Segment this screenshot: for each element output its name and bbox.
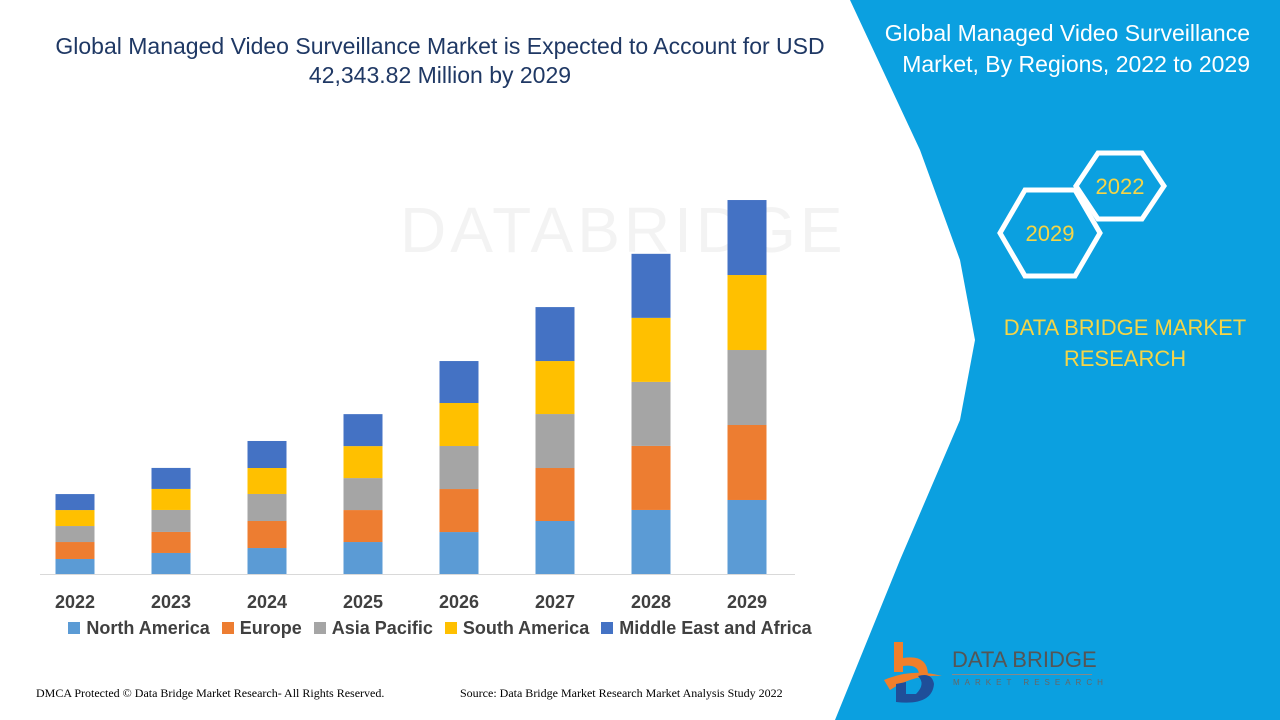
copyright-notice: DMCA Protected © Data Bridge Market Rese… (36, 686, 385, 700)
legend-item: South America (444, 617, 590, 639)
legend-item: Middle East and Africa (601, 617, 812, 639)
bar-2024-south-america (247, 468, 287, 494)
hex-label-2022: 2022 (1096, 174, 1145, 199)
legend-item: Asia Pacific (313, 617, 433, 639)
legend-label: Asia Pacific (331, 618, 433, 638)
bar-2025-north-america (343, 542, 383, 574)
bar-2026-south-america (439, 403, 479, 447)
source-note: Source: Data Bridge Market Research Mark… (460, 686, 783, 700)
hexagon-2022 (1072, 150, 1168, 222)
x-tick-label: 2029 (727, 592, 767, 612)
bar-2023-asia-pacific (151, 509, 191, 532)
bar-2028-middle-east-and-africa (631, 253, 671, 318)
bar-2024-europe (247, 521, 287, 549)
panel-title: Global Managed Video Surveillance Market… (884, 20, 1250, 77)
x-tick-label: 2022 (55, 592, 95, 612)
bar-2029-asia-pacific (727, 350, 767, 425)
bar-2022-north-america (55, 558, 95, 574)
bar-2022-europe (55, 542, 95, 559)
chart-legend: North America Europe Asia Pacific South Ame… (0, 617, 880, 639)
legend-label: Europe (239, 618, 302, 638)
bar-2029-south-america (727, 275, 767, 351)
bar-2023-north-america (151, 552, 191, 574)
hex-label-2029: 2029 (1026, 221, 1075, 246)
x-tick-label: 2028 (631, 592, 671, 612)
legend-swatch (313, 622, 326, 634)
brand-name: DATA BRIDGE MARKET RESEARCH (1003, 315, 1247, 371)
bar-2027-south-america (535, 361, 575, 415)
legend-label: North America (86, 618, 210, 638)
legend-item: North America (68, 617, 210, 639)
bar-2029-europe (727, 424, 767, 500)
x-tick-label: 2027 (535, 592, 575, 612)
bar-2025-europe (343, 510, 383, 543)
page-title: Global Managed Video Surveillance Market… (55, 33, 825, 88)
legend-swatch (221, 622, 234, 634)
logo-subtext: MARKET RESEARCH (953, 678, 1108, 687)
bar-2024-asia-pacific (247, 493, 287, 522)
logo-divider (952, 674, 1092, 675)
legend-swatch (444, 622, 457, 634)
bar-2029-middle-east-and-africa (727, 200, 767, 276)
bar-2028-south-america (631, 317, 671, 382)
bar-2028-asia-pacific (631, 381, 671, 446)
x-tick-label: 2024 (247, 592, 287, 612)
stacked-bar-chart: 2022 2023 2024 2025 2026 2027 2028 2029 (40, 200, 795, 612)
logo-text: DATA BRIDGE (952, 647, 1097, 672)
bar-2024-north-america (247, 548, 287, 574)
legend-label: Middle East and Africa (619, 618, 812, 638)
year-hexagons: 2022 2029 (997, 150, 1168, 279)
legend-swatch (68, 622, 81, 634)
bar-2023-europe (151, 531, 191, 553)
bar-2027-europe (535, 468, 575, 522)
x-tick-label: 2025 (343, 592, 383, 612)
logo-icon (884, 642, 942, 703)
bar-2025-middle-east-and-africa (343, 414, 383, 447)
bar-2022-middle-east-and-africa (55, 494, 95, 511)
watermark: DATABRIDGE (400, 194, 847, 266)
legend-swatch (601, 622, 614, 634)
bar-2027-asia-pacific (535, 414, 575, 469)
bar-2029-north-america (727, 499, 767, 574)
bar-2027-north-america (535, 521, 575, 574)
x-tick-label: 2023 (151, 592, 191, 612)
x-tick-label: 2026 (439, 592, 479, 612)
bar-2025-south-america (343, 446, 383, 479)
bar-2022-asia-pacific (55, 526, 95, 543)
legend-item: Europe (221, 617, 302, 639)
bar-2026-europe (439, 489, 479, 533)
bar-2028-north-america (631, 509, 671, 574)
bar-2026-asia-pacific (439, 446, 479, 490)
bar-2025-asia-pacific (343, 478, 383, 511)
bar-2026-north-america (439, 532, 479, 574)
bar-2024-middle-east-and-africa (247, 440, 287, 469)
bar-2023-middle-east-and-africa (151, 467, 191, 489)
bar-2022-south-america (55, 510, 95, 527)
bar-2028-europe (631, 445, 671, 510)
bar-2027-middle-east-and-africa (535, 307, 575, 362)
hexagon-2029 (997, 187, 1103, 279)
bar-2026-middle-east-and-africa (439, 361, 479, 404)
legend-label: South America (462, 618, 590, 638)
bar-2023-south-america (151, 488, 191, 510)
